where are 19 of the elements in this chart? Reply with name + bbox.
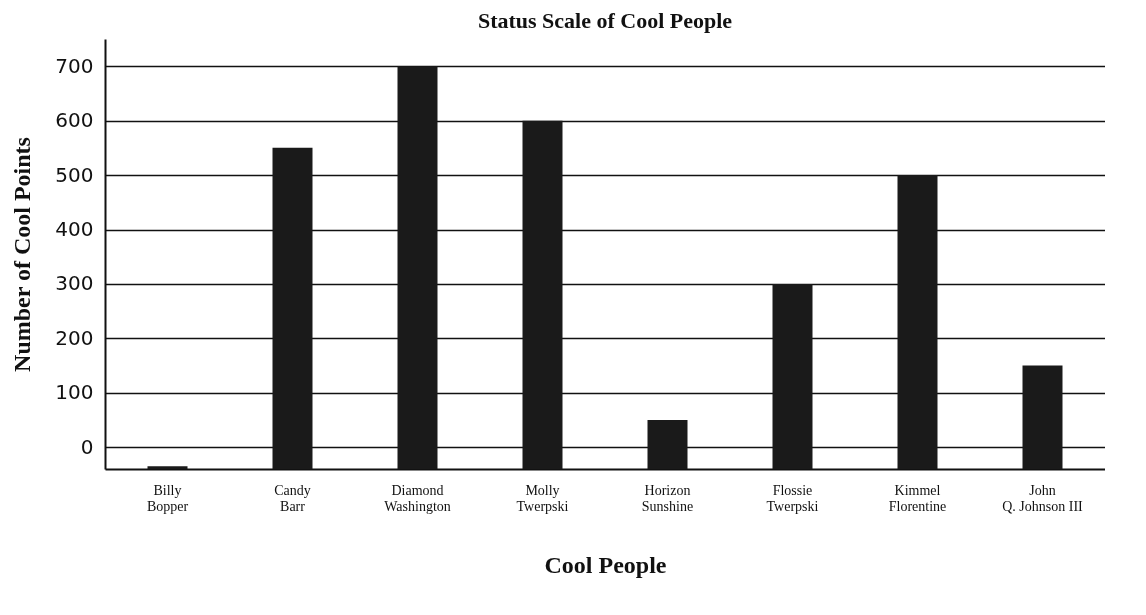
- y-tick-label: 100: [55, 380, 94, 405]
- chart-title: Status Scale of Cool People: [477, 8, 733, 33]
- x-axis-title: Cool People: [544, 551, 667, 578]
- y-tick-label: 600: [55, 108, 94, 133]
- y-tick-label: 500: [55, 162, 94, 187]
- x-tick-label: Kimmel Florentine: [888, 482, 947, 514]
- y-tick-label: 300: [55, 271, 94, 296]
- x-tick-label: Diamond Washington: [384, 482, 451, 514]
- y-tick-label: 700: [55, 53, 94, 78]
- x-tick-label: Candy Barr: [274, 482, 311, 514]
- y-tick-label: 200: [55, 325, 94, 350]
- x-tick-label: John Q. Johnson III: [1002, 482, 1084, 514]
- x-tick-label: Molly Twerpski: [516, 482, 569, 514]
- x-tick-label: Flossie Twerpski: [766, 482, 819, 514]
- y-tick-label: 400: [55, 217, 94, 242]
- y-axis-title: Number of Cool Points: [9, 137, 36, 372]
- x-tick-label: Billy Bopper: [146, 482, 189, 514]
- x-tick-label: Horizon Sunshine: [641, 482, 694, 514]
- y-tick-label: 0: [80, 434, 94, 459]
